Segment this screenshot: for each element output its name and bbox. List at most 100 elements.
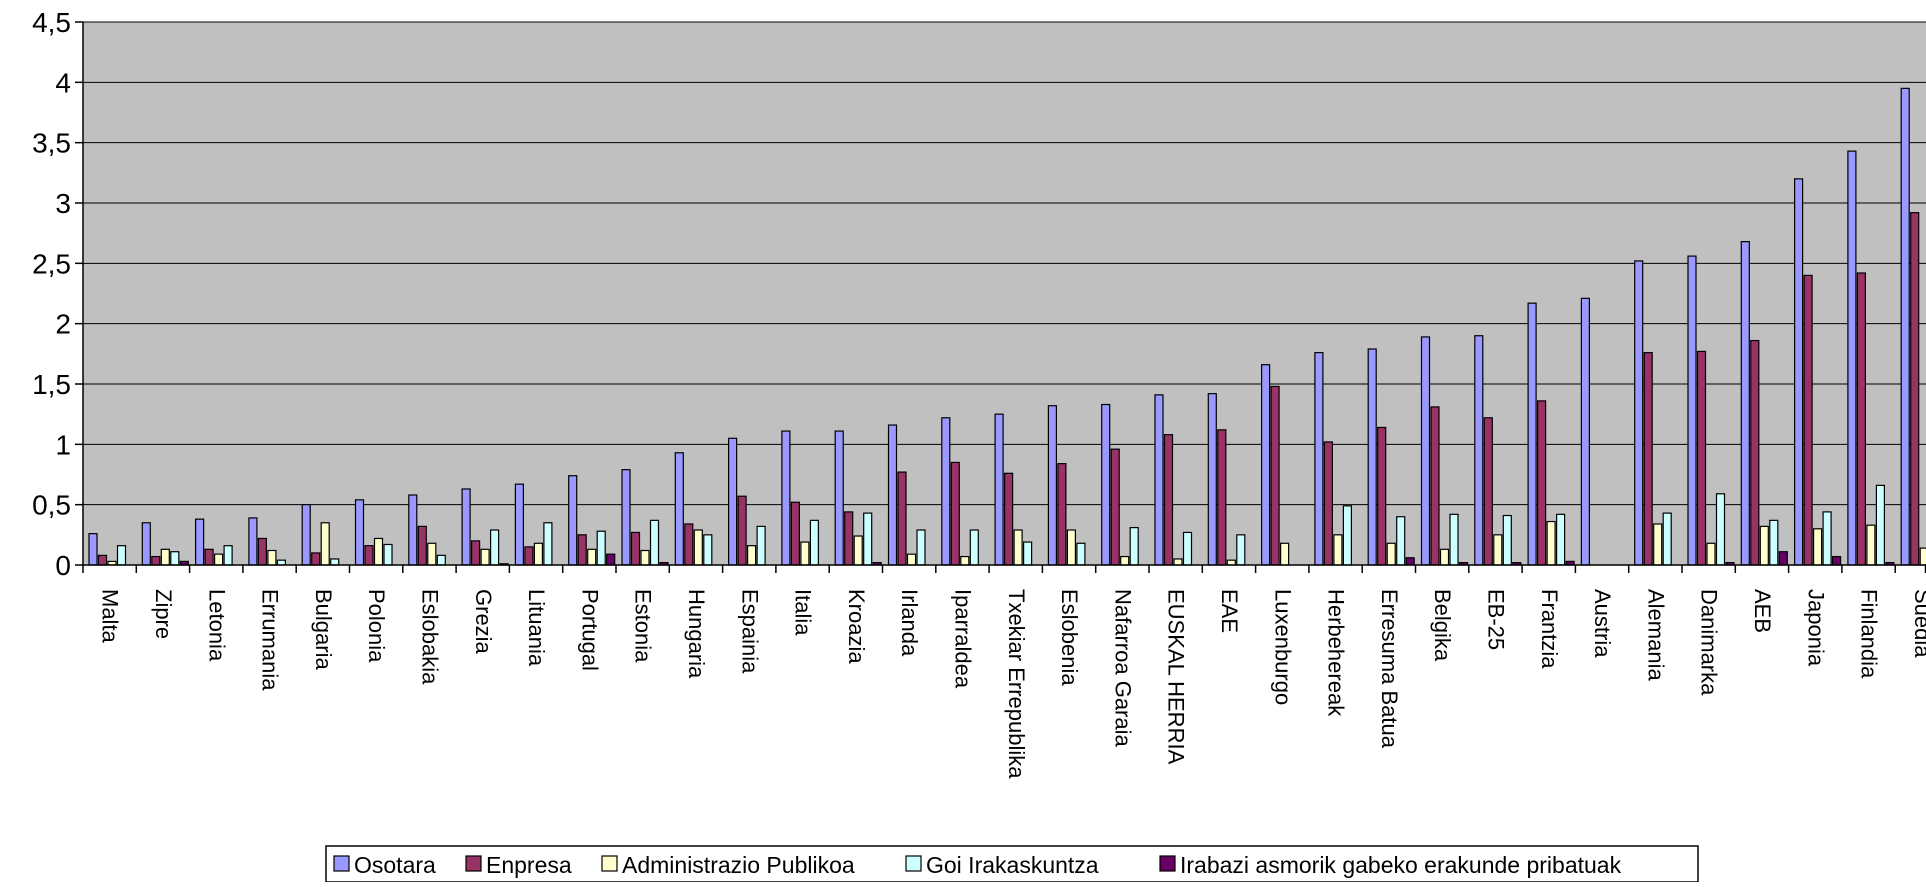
x-tick-label: Austria [1590,589,1615,658]
x-tick-label: Suedia [1910,589,1926,658]
legend-swatch [905,855,922,872]
bar [941,417,951,566]
bar [1377,426,1387,566]
bar [1405,557,1415,566]
x-tick-label: Bulgaria [311,589,336,670]
x-tick-label: Herbehereak [1324,589,1349,717]
y-tick-label: 1 [55,429,71,460]
bar [640,549,650,566]
bar [1822,511,1832,566]
bar [1493,534,1503,566]
bar [1527,302,1537,566]
y-tick-label: 4 [55,67,71,98]
bar [1260,364,1271,566]
bar [195,518,205,566]
bar [1270,385,1280,566]
x-tick-label: Zipre [151,589,176,639]
bar [1740,241,1750,566]
bar [960,555,970,566]
bar [1236,534,1246,566]
bar [756,525,766,566]
bar [1439,548,1450,566]
bar [320,522,330,566]
bar [514,483,525,566]
y-tick-label: 2,5 [32,248,71,279]
x-tick-label: EB-25 [1483,589,1508,650]
bar [417,525,427,566]
bar [1483,417,1493,566]
y-tick-label: 3,5 [32,128,71,159]
x-tick-label: Polonia [364,589,389,663]
bar [1803,274,1813,566]
bar [1662,512,1672,566]
bar [1866,524,1876,566]
bar [1154,394,1164,566]
bar [1856,272,1867,566]
bar [1163,434,1174,566]
bar [577,534,587,566]
x-tick-label: Txekiar Errepublika [1004,589,1029,779]
bar [1386,542,1396,566]
bar [1778,551,1788,566]
bar [383,543,393,566]
bar [214,553,224,566]
bar [834,430,844,566]
y-tick-label: 0 [55,550,71,581]
bar [1430,406,1440,566]
bar [1013,529,1023,566]
y-tick-labels: 0 0,5 1 1,5 2 2,5 3 3,5 4 4,5 [32,7,83,581]
bar [1279,542,1290,566]
bar [800,541,810,566]
bar [364,545,374,566]
bar [1687,255,1697,566]
y-tick-label: 1,5 [32,369,71,400]
x-tick-label: AEB [1750,589,1775,633]
bar [1706,542,1716,566]
y-tick-label: 4,5 [32,7,71,38]
legend-swatch [601,855,618,872]
bar [863,512,873,566]
bar [916,529,926,566]
bar [887,424,898,566]
x-tick-label: Malta [98,589,123,644]
bar [1875,484,1886,566]
bar [461,488,471,566]
bar [969,529,979,566]
x-tick-label: Letonia [204,589,229,662]
bar [649,519,660,566]
bar [543,522,553,566]
x-tick-label: Eslobakia [417,589,442,685]
bar [596,530,606,566]
x-tick-label: Luxenburgo [1270,589,1295,705]
bar [1555,513,1566,566]
bar [524,546,534,566]
bar [1643,352,1653,566]
bar [1129,526,1139,566]
bar [1420,336,1431,566]
bar [88,533,98,566]
x-tick-label: Nafarroa Garaia [1110,589,1135,748]
bar [1502,514,1512,566]
bar [408,494,418,566]
bar [1047,405,1058,566]
bar [1910,212,1920,566]
x-tick-label: Lituania [524,589,549,667]
x-tick-label: Belgika [1430,589,1455,662]
bar [994,413,1004,566]
x-tick-label: Japonia [1803,589,1828,667]
x-tick-label: Danimarka [1697,589,1722,696]
bar [1110,448,1120,566]
bar [1066,529,1077,566]
bar [684,523,694,566]
bar [809,519,820,566]
bar [170,551,180,566]
bar [737,495,747,566]
bar [1653,523,1663,566]
bar [1333,534,1343,566]
bar [1003,472,1014,566]
bar [1769,519,1779,566]
bar [693,529,703,566]
x-tick-labels: Malta Zipre Letonia Errumania Bulgaria Poloni… [82,565,1926,779]
bar [853,535,863,566]
